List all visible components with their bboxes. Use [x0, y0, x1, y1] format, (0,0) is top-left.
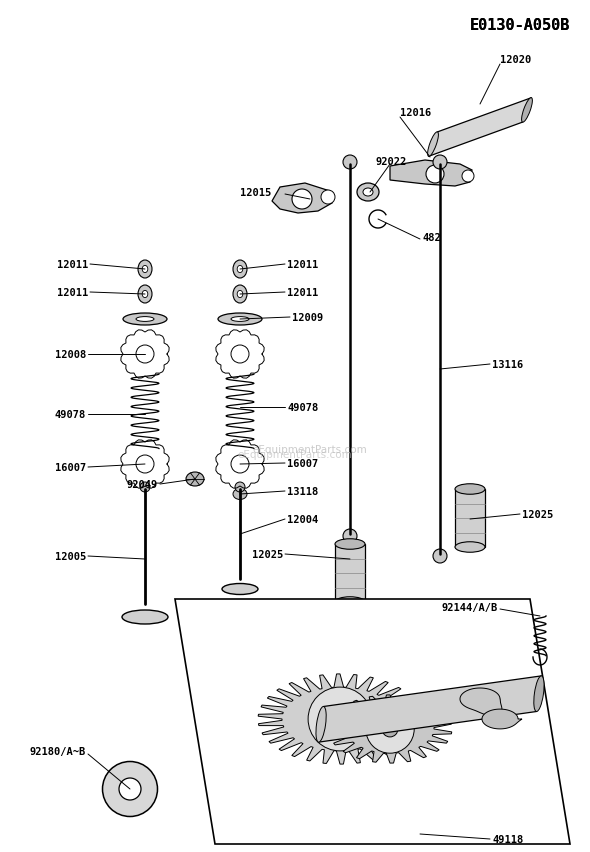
Ellipse shape	[316, 706, 326, 742]
Text: 12011: 12011	[287, 288, 318, 297]
Circle shape	[330, 709, 350, 729]
Ellipse shape	[357, 184, 379, 202]
Polygon shape	[258, 674, 422, 764]
Ellipse shape	[237, 291, 243, 298]
Text: 12025: 12025	[252, 550, 283, 560]
Text: 12004: 12004	[287, 515, 318, 524]
Text: 12011: 12011	[57, 260, 88, 270]
Polygon shape	[175, 599, 570, 844]
Polygon shape	[460, 688, 502, 716]
Text: eEquipmentParts.com: eEquipmentParts.com	[238, 450, 352, 459]
Text: 92049: 92049	[127, 480, 158, 489]
Polygon shape	[482, 709, 522, 729]
Text: E0130-A050B: E0130-A050B	[470, 18, 570, 33]
Ellipse shape	[119, 778, 141, 800]
Circle shape	[366, 705, 414, 753]
Text: 16007: 16007	[55, 463, 86, 473]
Polygon shape	[428, 99, 532, 157]
Text: 49078: 49078	[287, 402, 318, 412]
Polygon shape	[319, 676, 542, 742]
Ellipse shape	[103, 762, 158, 816]
Text: 92022: 92022	[375, 157, 407, 167]
Text: 12016: 12016	[400, 108, 431, 118]
Ellipse shape	[122, 610, 168, 625]
Circle shape	[462, 170, 474, 183]
Text: 12009: 12009	[292, 313, 323, 323]
Text: 12005: 12005	[55, 551, 86, 561]
Circle shape	[433, 550, 447, 563]
Ellipse shape	[138, 261, 152, 279]
Circle shape	[231, 456, 249, 474]
Circle shape	[140, 482, 150, 492]
Ellipse shape	[534, 676, 544, 711]
Ellipse shape	[428, 133, 438, 157]
Circle shape	[343, 156, 357, 170]
Ellipse shape	[455, 484, 485, 495]
Text: 12025: 12025	[522, 509, 553, 520]
Circle shape	[382, 722, 398, 737]
Text: 16007: 16007	[287, 458, 318, 469]
Polygon shape	[390, 161, 472, 187]
Circle shape	[231, 346, 249, 364]
Text: 12011: 12011	[287, 260, 318, 270]
Ellipse shape	[233, 261, 247, 279]
Circle shape	[426, 166, 444, 184]
Text: 92180/A~B: 92180/A~B	[30, 746, 86, 756]
Ellipse shape	[218, 314, 262, 325]
Ellipse shape	[455, 542, 485, 553]
Ellipse shape	[222, 584, 258, 595]
Circle shape	[136, 456, 154, 474]
Ellipse shape	[142, 266, 148, 273]
Text: 482: 482	[422, 233, 441, 243]
Ellipse shape	[233, 285, 247, 303]
Bar	[335, 544, 365, 602]
Text: 49118: 49118	[492, 834, 523, 844]
Ellipse shape	[237, 266, 243, 273]
Ellipse shape	[136, 317, 154, 322]
Ellipse shape	[233, 489, 247, 500]
Circle shape	[343, 529, 357, 544]
Ellipse shape	[335, 597, 365, 607]
Text: eEquipmentParts.com: eEquipmentParts.com	[253, 445, 368, 454]
Ellipse shape	[363, 189, 373, 197]
Polygon shape	[328, 695, 452, 763]
Ellipse shape	[522, 99, 532, 123]
Circle shape	[292, 190, 312, 210]
Ellipse shape	[142, 291, 148, 298]
Ellipse shape	[335, 539, 365, 550]
Circle shape	[235, 482, 245, 492]
Circle shape	[136, 346, 154, 364]
Ellipse shape	[231, 317, 249, 322]
Text: 13116: 13116	[492, 360, 523, 370]
Ellipse shape	[123, 314, 167, 325]
Polygon shape	[272, 184, 332, 214]
Text: 12008: 12008	[55, 349, 86, 360]
Ellipse shape	[138, 285, 152, 303]
Ellipse shape	[186, 473, 204, 486]
Circle shape	[321, 191, 335, 204]
Circle shape	[308, 688, 372, 751]
Text: 13118: 13118	[287, 486, 318, 497]
Bar	[455, 489, 485, 547]
Text: 12011: 12011	[57, 288, 88, 297]
Text: E0130-A050B: E0130-A050B	[470, 18, 570, 33]
Text: 12015: 12015	[240, 187, 271, 198]
Text: 12020: 12020	[500, 55, 531, 65]
Text: 92144/A/B: 92144/A/B	[442, 602, 498, 613]
Text: 49078: 49078	[55, 410, 86, 419]
Circle shape	[433, 156, 447, 170]
